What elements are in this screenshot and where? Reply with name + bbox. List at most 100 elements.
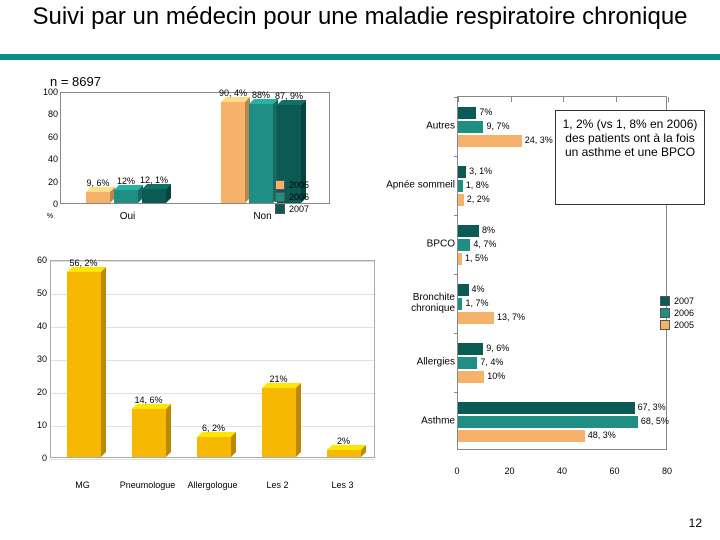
x-tick: 40 — [557, 466, 567, 476]
hbar: 9, 6% — [458, 343, 483, 355]
category-label: Bronchite chronique — [385, 292, 455, 314]
bar-label: 10% — [484, 371, 505, 381]
bar-label: 9, 6% — [86, 178, 109, 188]
hbar: 67, 3% — [458, 402, 635, 414]
y-tick: 60 — [30, 132, 58, 142]
bar-label: 90, 4% — [219, 88, 247, 98]
bar-label: 7, 4% — [477, 357, 503, 367]
slide-number: 12 — [689, 516, 702, 530]
x-tick: Les 3 — [331, 480, 353, 490]
gridline — [51, 261, 374, 262]
x-tick: 20 — [504, 466, 514, 476]
bar: 2% — [327, 450, 361, 457]
tick-mark — [511, 97, 512, 102]
tick-mark — [563, 97, 564, 102]
y-tick: 100 — [30, 87, 58, 97]
legend-item: 2007 — [275, 204, 309, 214]
legend-item: 2007 — [660, 296, 694, 306]
hbar: 48, 3% — [458, 430, 585, 442]
bar-label: 12, 1% — [140, 175, 168, 185]
y-tick: 0 — [30, 199, 58, 209]
bar: 6, 2% — [197, 437, 231, 457]
hbar: 7% — [458, 107, 476, 119]
legend-years-left: 2005 2006 2007 — [275, 180, 309, 216]
y-tick: 0 — [25, 453, 47, 463]
hbar: 24, 3% — [458, 135, 522, 147]
hbar: 10% — [458, 371, 484, 383]
x-tick: 60 — [609, 466, 619, 476]
bar-label: 14, 6% — [134, 395, 162, 405]
legend-years-right: 2007 2006 2005 — [660, 296, 694, 332]
bar-label: 2, 2% — [464, 194, 490, 204]
bar-label: 1, 7% — [462, 298, 488, 308]
bar-label: 21% — [269, 374, 287, 384]
plot-area: 56, 2% 14, 6% 6, 2% 21% 2% — [50, 260, 375, 458]
bar-label: 1, 5% — [462, 253, 488, 263]
hbar: 68, 5% — [458, 416, 638, 428]
bar-label: 2% — [337, 436, 350, 446]
bar-label: 88% — [252, 90, 270, 100]
category-label: BPCO — [385, 238, 455, 249]
bar-label: 3, 1% — [466, 166, 492, 176]
chart-practitioners: 56, 2%14, 6%6, 2%21%2% 0102030405060MGPn… — [25, 260, 375, 490]
bar-label: 1, 8% — [463, 180, 489, 190]
bar: 90, 4% — [221, 102, 245, 203]
hbar: 1, 7% — [458, 298, 462, 310]
bar-label: 9, 7% — [483, 121, 509, 131]
hbar: 4% — [458, 284, 469, 296]
legend-item: 2006 — [660, 308, 694, 318]
x-tick: 0 — [454, 466, 459, 476]
bar: 21% — [262, 388, 296, 457]
bar: 9, 6% — [86, 192, 110, 203]
bar-label: 6, 2% — [202, 423, 225, 433]
bar-label: 56, 2% — [69, 258, 97, 268]
category-label: Apnée sommeil — [385, 179, 455, 190]
y-tick: 60 — [25, 255, 47, 265]
x-tick: Allergologue — [187, 480, 237, 490]
note-box: 1, 2% (vs 1, 8% en 2006) des patients on… — [555, 110, 705, 205]
bar: 12% — [114, 190, 138, 203]
bar-label: 13, 7% — [494, 312, 525, 322]
hbar: 4, 7% — [458, 239, 470, 251]
page-title: Suivi par un médecin pour une maladie re… — [0, 0, 720, 30]
bar-label: 4% — [469, 284, 485, 294]
hbar: 13, 7% — [458, 312, 494, 324]
bar-label: 4, 7% — [470, 239, 496, 249]
x-tick: MG — [75, 480, 90, 490]
bar: 14, 6% — [132, 409, 166, 457]
bar-label: 9, 6% — [483, 343, 509, 353]
legend-item: 2005 — [660, 320, 694, 330]
y-tick: 20 — [30, 177, 58, 187]
bar-label: 7% — [476, 107, 492, 117]
bar-label: 12% — [117, 176, 135, 186]
bar-label: 67, 3% — [635, 402, 666, 412]
hbar: 9, 7% — [458, 121, 483, 133]
bar: 12, 1% — [142, 189, 166, 203]
legend-item: 2005 — [275, 180, 309, 190]
hbar: 1, 5% — [458, 253, 462, 265]
x-tick: Pneumologue — [120, 480, 176, 490]
bar: 56, 2% — [67, 272, 101, 457]
category-label: Allergies — [385, 356, 455, 367]
hbar: 2, 2% — [458, 194, 464, 206]
y-tick: 40 — [30, 154, 58, 164]
tick-mark — [458, 97, 459, 102]
y-tick: 10 — [25, 420, 47, 430]
bar: 88% — [249, 104, 273, 203]
x-tick: 80 — [662, 466, 672, 476]
bar-label: 48, 3% — [585, 430, 616, 440]
hbar: 8% — [458, 225, 479, 237]
legend-item: 2006 — [275, 192, 309, 202]
x-tick: Oui — [98, 211, 158, 222]
y-tick: 50 — [25, 288, 47, 298]
hbar: 7, 4% — [458, 357, 477, 369]
y-tick: 30 — [25, 354, 47, 364]
bar-label: 24, 3% — [522, 135, 553, 145]
x-tick: Les 2 — [266, 480, 288, 490]
y-tick: 80 — [30, 109, 58, 119]
bar-label: 87, 9% — [275, 91, 303, 101]
category-label: Asthme — [385, 415, 455, 426]
hbar: 3, 1% — [458, 166, 466, 178]
category-label: Autres — [385, 120, 455, 131]
y-axis-label: % — [47, 213, 53, 220]
